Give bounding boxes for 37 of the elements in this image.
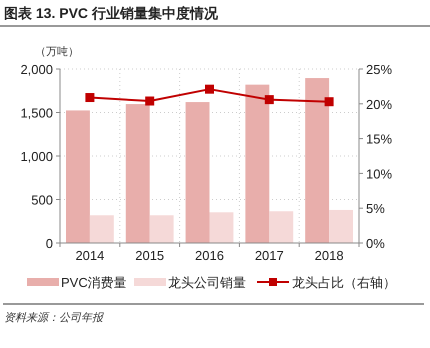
bar (150, 215, 174, 243)
point (264, 95, 274, 104)
y2-tick-label: 15% (366, 132, 392, 147)
y2-tick-label: 25% (366, 62, 392, 77)
text: 资料来源：公司年报 (4, 311, 104, 324)
x-tick-label: 2017 (254, 248, 284, 263)
x-tick-label: 2018 (314, 248, 344, 263)
y2-tick-label: 10% (366, 166, 392, 182)
legend-label: 龙头公司销量 (168, 275, 246, 290)
y2-tick-label: 5% (366, 201, 386, 216)
y-tick-label: 0 (46, 236, 53, 251)
chart-title: 图表 13. PVC 行业销量集中度情况 (4, 5, 219, 21)
bar (210, 212, 234, 243)
y-tick-label: 1,000 (20, 149, 53, 164)
bar (126, 104, 150, 243)
legend-label: 龙头占比（右轴） (292, 275, 396, 290)
point (324, 97, 334, 106)
y-axis-title: （万吨） (35, 45, 79, 58)
y-tick-label: 500 (31, 192, 53, 208)
point (85, 93, 94, 102)
bar (186, 102, 210, 243)
point (145, 96, 154, 106)
x-tick-label: 2015 (135, 248, 164, 263)
bar (66, 110, 90, 243)
y2-tick-label: 0% (366, 236, 386, 251)
bar (329, 210, 354, 243)
y2-tick-label: 20% (366, 96, 392, 112)
bar (305, 78, 330, 243)
x-tick-label: 2016 (195, 248, 224, 263)
bar (245, 84, 270, 243)
point (205, 84, 214, 94)
x-tick-label: 2014 (75, 248, 104, 263)
legend-label: PVC消费量 (61, 275, 127, 290)
bar (90, 215, 114, 243)
bar (269, 211, 294, 243)
y-tick-label: 1,500 (20, 106, 53, 120)
y-tick-label: 2,000 (20, 62, 53, 77)
